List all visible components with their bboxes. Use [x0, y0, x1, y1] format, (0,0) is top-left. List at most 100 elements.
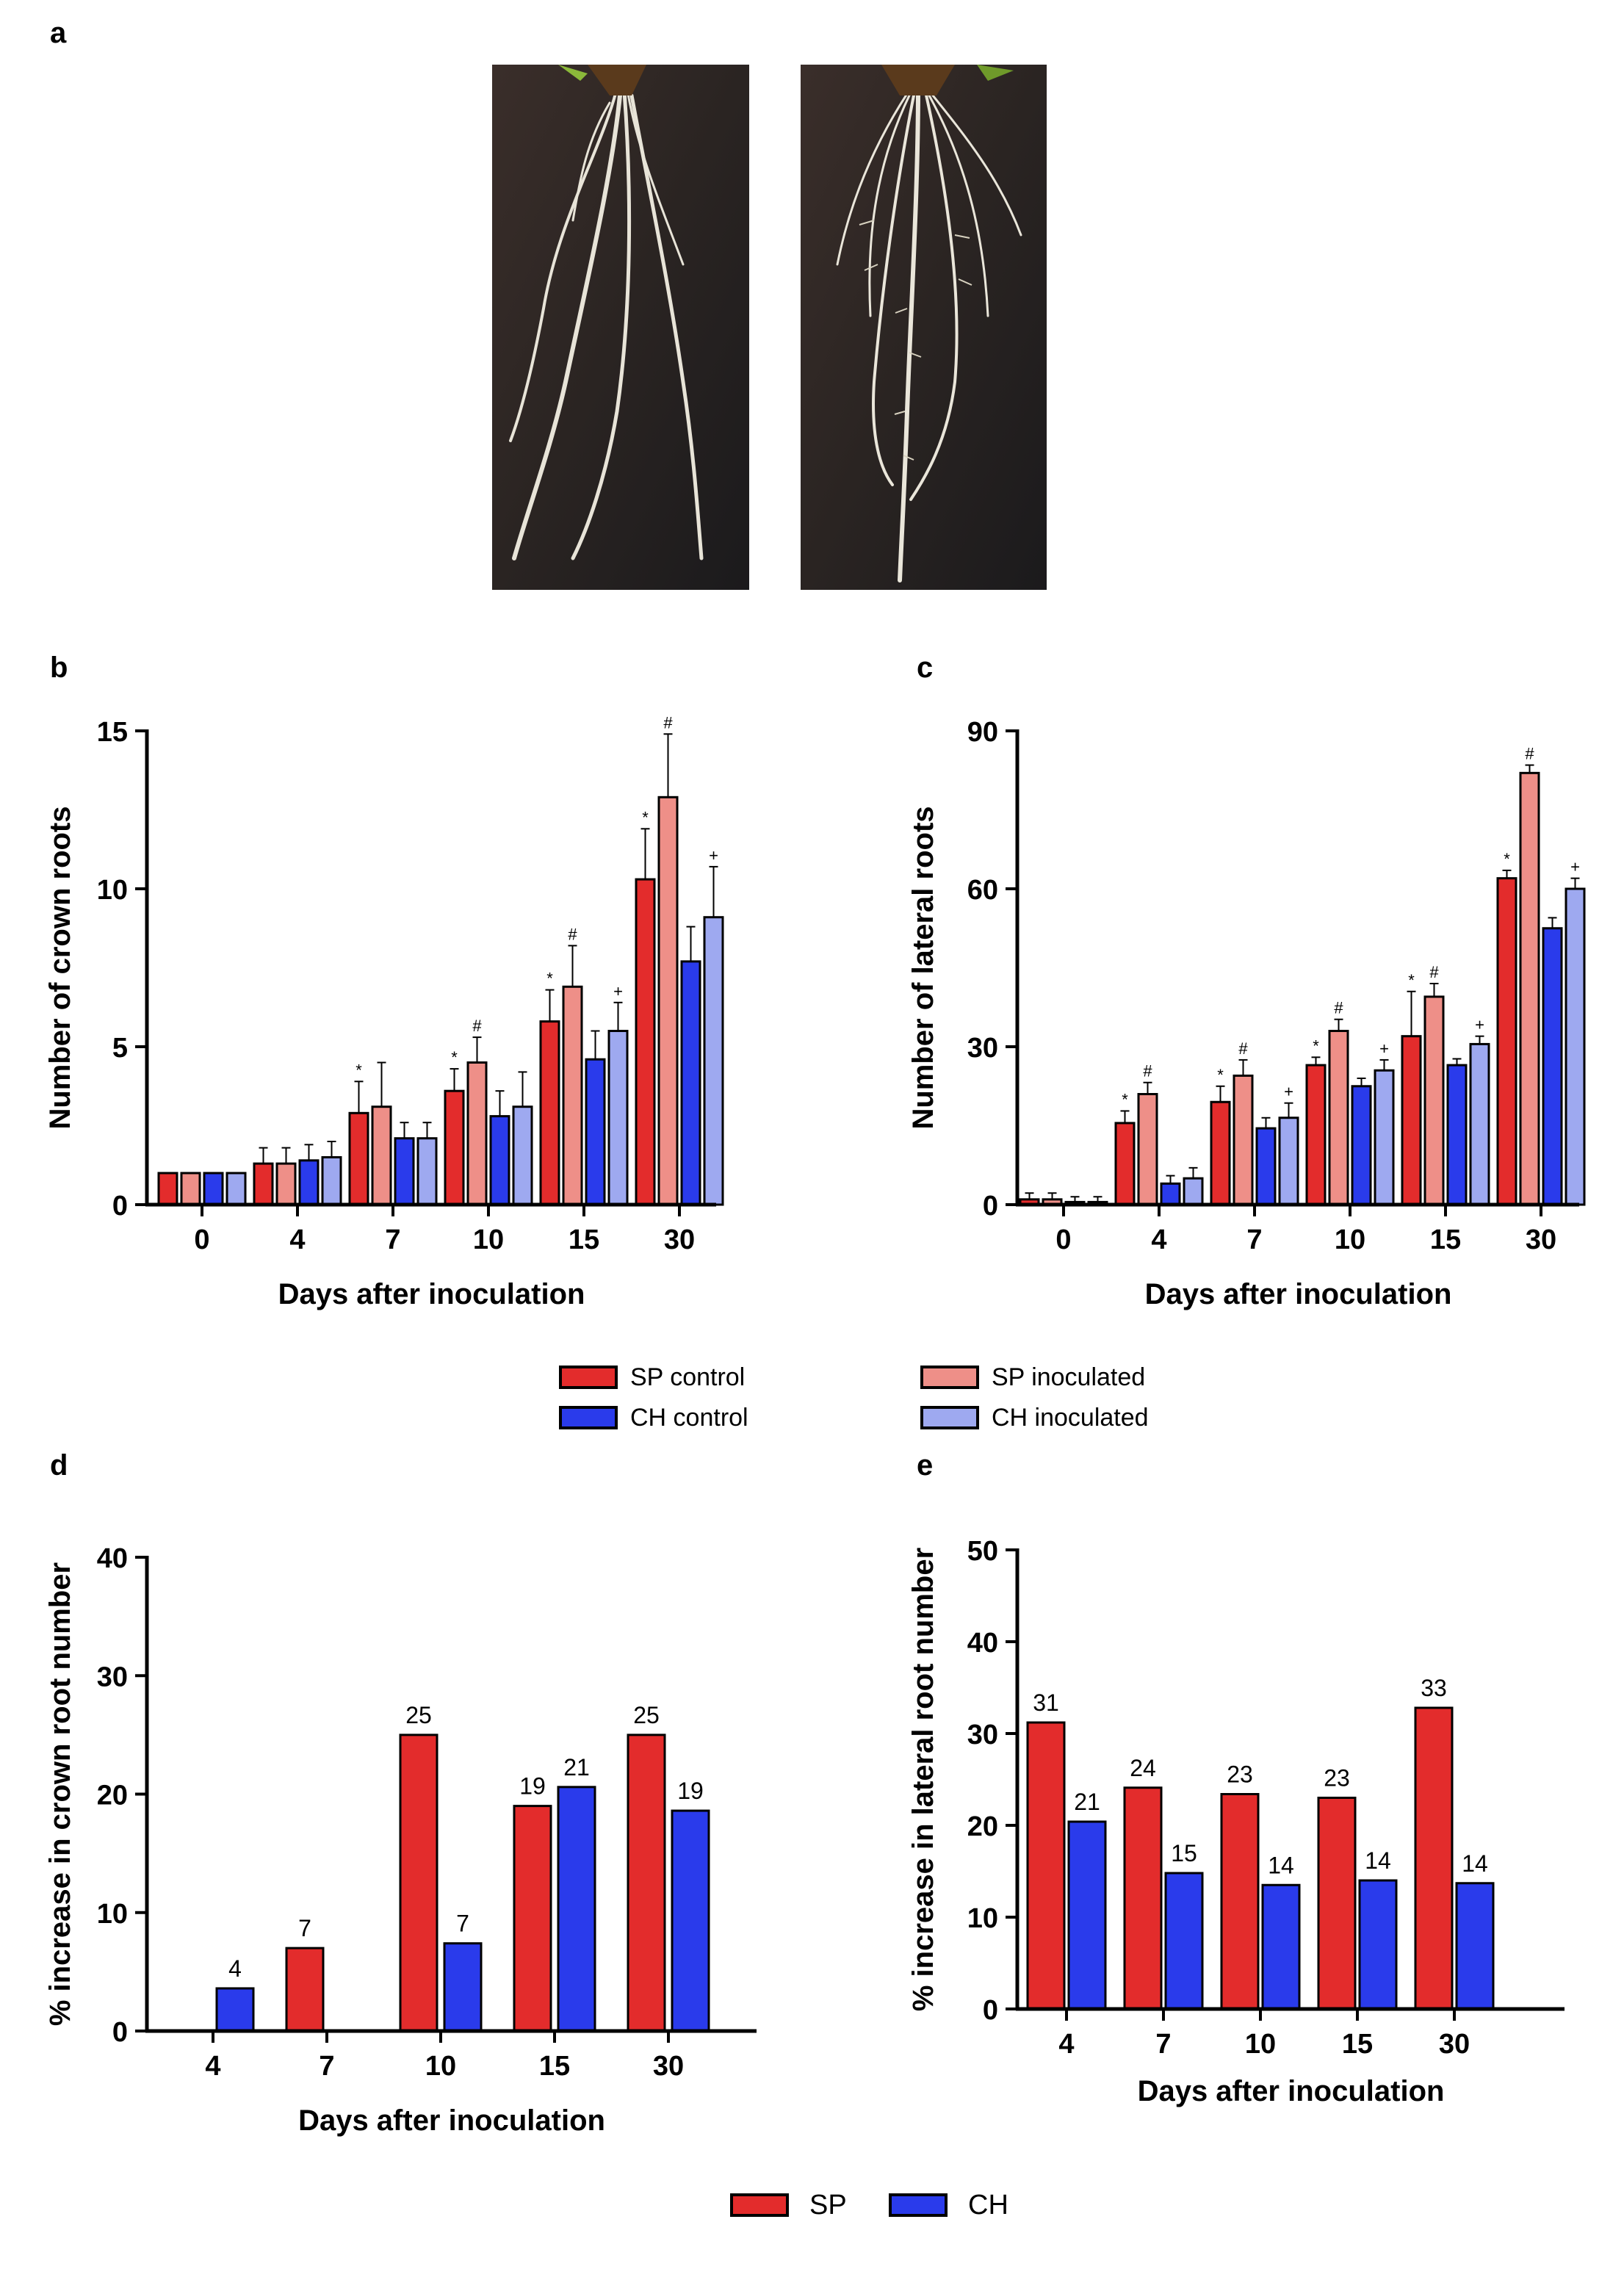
bar [512, 1105, 533, 1206]
significance-mark: * [1122, 1090, 1128, 1108]
bar [1519, 771, 1540, 1206]
x-tick-label: 30 [664, 1224, 695, 1255]
bar [253, 1162, 274, 1206]
bar [1351, 1085, 1372, 1206]
bar [1469, 1042, 1490, 1206]
x-axis-title: Days after inoculation [1145, 1278, 1452, 1310]
chart-panel-e: 0 10 20 30 40 50 31 21 4 24 15 7 23 14 10 23 14 15 33 14 30 D… [907, 1536, 1565, 2107]
y-tick-label: 90 [967, 717, 998, 748]
legend-swatch-ch [889, 2193, 948, 2217]
significance-mark: + [1570, 858, 1580, 876]
panel-label-a: a [50, 17, 67, 49]
bar [1565, 887, 1586, 1206]
x-tick-label: 4 [205, 2051, 220, 2082]
bar [1261, 1883, 1301, 2010]
y-tick-label: 0 [983, 1191, 998, 1222]
significance-mark: + [613, 982, 623, 1000]
bar [1183, 1177, 1204, 1206]
bar [513, 1805, 552, 2032]
bar-value-label: 14 [1365, 1847, 1391, 1874]
significance-mark: * [356, 1061, 362, 1079]
bar [1328, 1030, 1349, 1206]
bar-value-label: 7 [298, 1915, 311, 1941]
bar [1358, 1879, 1398, 2010]
bar-value-label: 4 [228, 1955, 242, 1982]
significance-mark: # [1525, 745, 1534, 763]
y-tick-label: 0 [112, 2017, 128, 2048]
bar [627, 1734, 666, 2032]
y-tick-label: 30 [967, 1720, 998, 1750]
bar [585, 1058, 606, 1206]
bar [680, 960, 701, 1206]
bar [1278, 1117, 1299, 1206]
bar [1542, 927, 1563, 1206]
y-tick-label: 10 [967, 1903, 998, 1934]
panel-label-d: d [50, 1449, 68, 1482]
x-tick-label: 30 [1526, 1224, 1556, 1255]
bar [203, 1172, 224, 1206]
x-tick-label: 10 [1245, 2029, 1276, 2060]
bar [1446, 1064, 1468, 1206]
bar [1137, 1093, 1158, 1206]
x-tick-label: 10 [425, 2051, 456, 2082]
x-tick-label: 15 [1342, 2029, 1373, 2060]
bar [1255, 1127, 1277, 1206]
y-tick-label: 20 [97, 1781, 128, 1811]
bar-value-label: 23 [1324, 1765, 1350, 1792]
legend-label-sp-control: SP control [630, 1363, 745, 1391]
significance-mark: * [451, 1048, 458, 1067]
bar [539, 1020, 560, 1206]
x-tick-label: 7 [385, 1224, 400, 1255]
significance-mark: # [1238, 1039, 1248, 1058]
legend-swatch-ch-control [559, 1406, 618, 1429]
bar [607, 1030, 629, 1206]
bar-value-label: 7 [456, 1911, 469, 1937]
bar-value-label: 33 [1421, 1675, 1447, 1701]
y-tick-label: 40 [97, 1543, 128, 1574]
x-axis-title: Days after inoculation [1138, 2075, 1445, 2107]
bar-value-label: 19 [677, 1778, 704, 1804]
bar-value-label: 21 [1074, 1789, 1100, 1815]
bar [1496, 877, 1517, 1206]
bar [371, 1105, 392, 1206]
bar [443, 1942, 483, 2032]
bar-value-label: 19 [519, 1773, 546, 1800]
bar [444, 1089, 465, 1206]
x-tick-label: 30 [653, 2051, 684, 2082]
bar [1114, 1122, 1136, 1206]
bar [671, 1809, 710, 2032]
x-tick-label: 15 [1430, 1224, 1461, 1255]
y-tick-label: 5 [112, 1033, 128, 1064]
y-tick-label: 50 [967, 1536, 998, 1567]
significance-mark: * [546, 970, 553, 988]
bar [1317, 1797, 1357, 2010]
bar-value-label: 25 [405, 1702, 432, 1728]
bar [489, 1115, 510, 1206]
significance-mark: + [1379, 1039, 1389, 1058]
bar [215, 1987, 255, 2032]
chart-panel-d: 0 10 20 30 40 4 4 7 7 25 7 10 19 21 15 25 19 30 Days after… [44, 1543, 757, 2137]
panel-label-e: e [917, 1449, 933, 1482]
bar-value-label: 14 [1462, 1850, 1488, 1877]
bar-value-label: 15 [1171, 1840, 1197, 1866]
bar [285, 1947, 325, 2032]
y-axis-title: Number of lateral roots [907, 806, 939, 1129]
significance-mark: # [1143, 1062, 1152, 1081]
y-tick-label: 30 [97, 1662, 128, 1692]
bar [1455, 1882, 1495, 2010]
bar [562, 985, 583, 1206]
bar-value-label: 24 [1130, 1755, 1156, 1781]
bar [1401, 1035, 1422, 1206]
bar-value-label: 25 [633, 1702, 660, 1728]
significance-mark: # [1429, 963, 1439, 981]
panel-label-b: b [50, 652, 68, 684]
bar [1210, 1100, 1231, 1206]
bar-value-label: 21 [563, 1754, 590, 1781]
bar [1067, 1820, 1107, 2010]
bar [225, 1172, 247, 1206]
chart-panel-b: 0 5 10 15 0 4 * 7 * #10 * # +15 * # +30 Days after inocu… [44, 713, 724, 1310]
bar [275, 1162, 297, 1206]
significance-mark: # [1334, 999, 1343, 1017]
x-tick-label: 10 [473, 1224, 504, 1255]
